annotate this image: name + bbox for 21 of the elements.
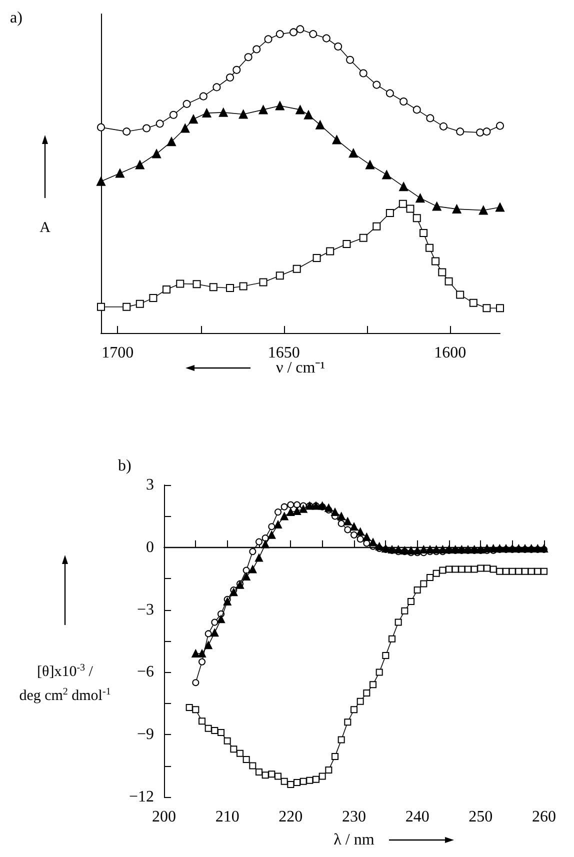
x-tick-label: 200: [152, 808, 176, 826]
y-tick-label: 0: [146, 538, 154, 556]
x-tick-label: 220: [278, 808, 303, 826]
y-tick-label: 3: [146, 476, 154, 494]
x-tick-label: 230: [342, 808, 366, 826]
x-tick-label: 1600: [434, 344, 466, 362]
x-tick-label: 240: [405, 808, 430, 826]
x-axis-title: λ / nm: [334, 832, 375, 848]
y-tick-label: −12: [128, 788, 154, 806]
x-tick-label: 260: [532, 808, 556, 826]
y-tick-label: −9: [136, 726, 154, 744]
x-tick-label: 250: [468, 808, 493, 826]
x-tick-label: 1700: [102, 344, 134, 362]
chart-title: b): [118, 458, 132, 474]
x-tick-label: 1650: [268, 344, 300, 362]
y-tick-label: −6: [136, 664, 154, 681]
y-tick-label: −3: [136, 601, 154, 618]
y-axis-title: A: [40, 220, 51, 236]
chart-title: a): [10, 10, 22, 26]
x-axis-title: ν / cm⁻¹: [276, 360, 326, 376]
x-tick-label: 210: [215, 808, 240, 826]
